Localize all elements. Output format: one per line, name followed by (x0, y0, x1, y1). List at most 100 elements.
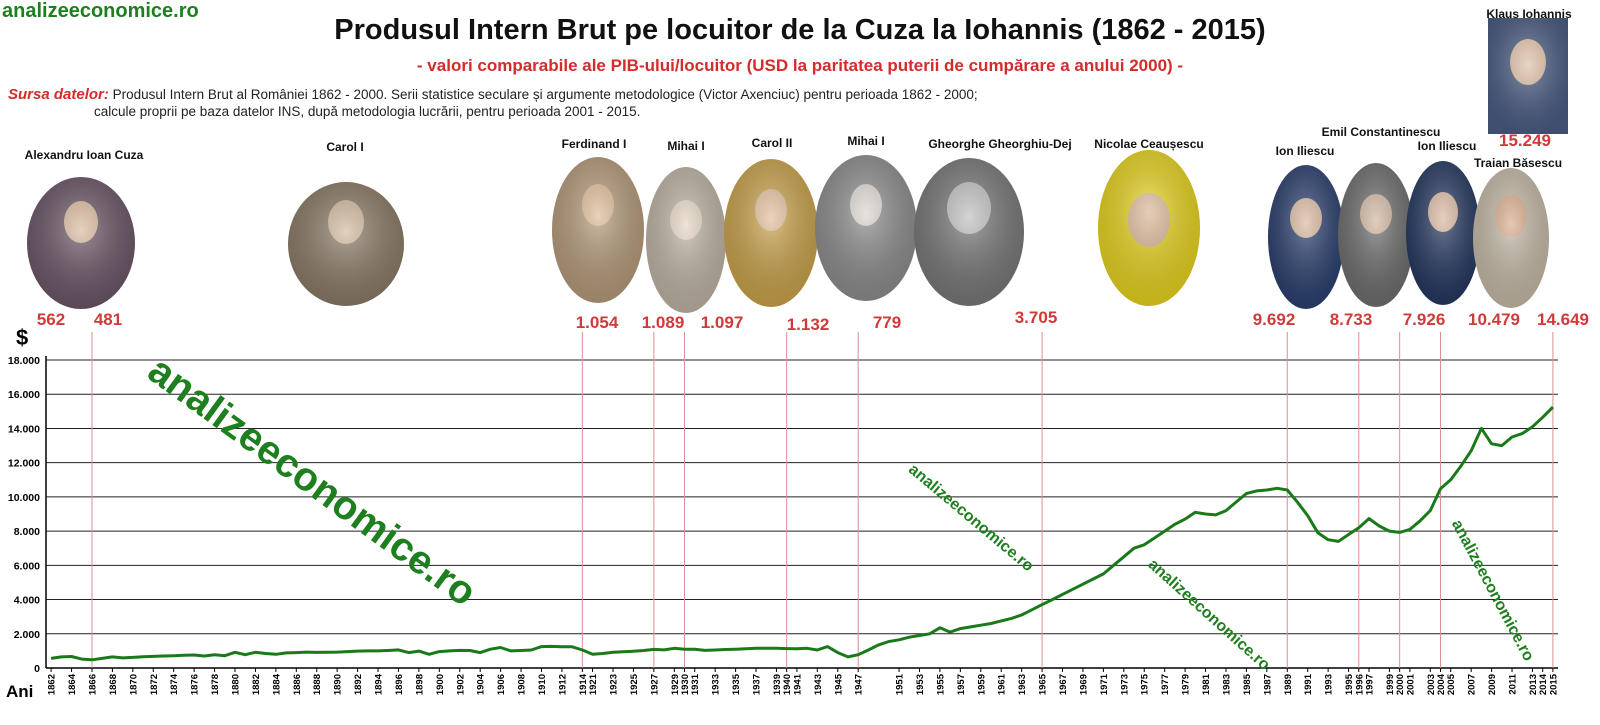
y-axis-ticks: 0 2.000 4.000 6.000 8.000 10.000 12.000 14.000 1… (8, 355, 40, 675)
x-tick-label: 1929 (670, 674, 681, 695)
y-tick-label: 0 (34, 663, 40, 675)
y-tick-label: 16.000 (8, 389, 40, 401)
value-label-1940: 1.132 (786, 315, 830, 334)
value-label-1989: 9.692 (1252, 310, 1296, 329)
x-tick-label: 1971 (1099, 673, 1110, 695)
x-tick-label: 1981 (1201, 673, 1212, 695)
chart-grid (45, 356, 1558, 669)
y-tick-label: 10.000 (8, 492, 40, 504)
x-tick-label: 2009 (1487, 674, 1498, 695)
x-tick-label: 1896 (394, 674, 405, 695)
x-tick-label: 1921 (588, 673, 599, 695)
x-tick-label: 1989 (1283, 674, 1294, 695)
x-tick-label: 1941 (792, 673, 803, 695)
x-tick-label: 1973 (1119, 674, 1130, 695)
site-name: analizeeconomice.ro (2, 0, 199, 22)
x-axis-title: Ani (6, 682, 34, 701)
x-tick-label: 1965 (1038, 673, 1049, 695)
x-tick-label: 1892 (353, 674, 364, 695)
x-tick-label: 1874 (169, 673, 180, 695)
y-tick-label: 14.000 (8, 423, 40, 435)
x-tick-label: 1878 (210, 674, 221, 695)
x-tick-label: 1925 (629, 673, 640, 695)
x-tick-label: 2005 (1446, 673, 1457, 695)
portraits-layer (27, 18, 1568, 313)
x-tick-label: 1888 (312, 674, 323, 695)
portrait-mihai-i-second (815, 155, 917, 301)
x-tick-label: 1906 (496, 674, 507, 695)
x-tick-label: 1910 (537, 674, 548, 695)
x-tick-label: 1876 (190, 674, 201, 695)
x-tick-label: 2011 (1508, 673, 1519, 694)
x-tick-label: 1943 (813, 674, 824, 695)
leader-name-mihai-i-second: Mihai I (847, 134, 885, 148)
x-tick-label: 2001 (1405, 673, 1416, 695)
leader-name-ceausescu: Nicolae Ceaușescu (1094, 137, 1204, 151)
x-tick-label: 1862 (47, 674, 58, 695)
value-label-1914: 1.054 (575, 313, 619, 332)
value-label-2014: 14.649 (1537, 310, 1589, 329)
x-tick-label: 1937 (752, 674, 763, 695)
x-tick-label: 1908 (517, 674, 528, 695)
x-tick-label: 1995 (1344, 673, 1355, 695)
value-label-1927: 1.089 (641, 313, 685, 332)
x-tick-label: 1985 (1242, 673, 1253, 695)
x-tick-label: 1890 (333, 674, 344, 695)
x-tick-label: 1884 (271, 673, 282, 695)
leader-name-constantinescu: Emil Constantinescu (1321, 125, 1441, 139)
portrait-carol-ii (724, 159, 818, 307)
y-tick-label: 2.000 (14, 629, 40, 641)
x-tick-label: 1983 (1221, 674, 1232, 695)
portrait-iliescu-second (1406, 161, 1480, 305)
x-tick-label: 1977 (1160, 674, 1171, 695)
value-label-2004: 10.479 (1468, 310, 1520, 329)
x-tick-label: 1904 (476, 673, 487, 695)
x-tick-label: 1991 (1303, 673, 1314, 695)
y-tick-label: 4.000 (14, 595, 40, 607)
x-tick-label: 1894 (374, 673, 385, 695)
leader-name-cuza: Alexandru Ioan Cuza (24, 148, 144, 162)
x-tick-label: 2015 (1548, 673, 1559, 695)
x-tick-label: 1963 (1017, 674, 1028, 695)
portrait-dej (914, 158, 1024, 306)
value-label-1965: 3.705 (1014, 308, 1058, 327)
x-tick-label: 1951 (895, 673, 906, 695)
value-label-1996: 8.733 (1329, 310, 1373, 329)
x-tick-label: 1999 (1385, 674, 1396, 695)
value-label-2015: 15.249 (1499, 131, 1551, 150)
value-label-1930: 1.097 (700, 313, 744, 332)
value-label-1866: 481 (93, 310, 123, 329)
leader-name-iliescu-second: Ion Iliescu (1417, 139, 1477, 153)
portrait-ferdinand-i (552, 157, 644, 303)
x-tick-label: 2004 (1436, 673, 1447, 695)
portrait-basescu (1473, 168, 1549, 308)
x-tick-label: 1997 (1365, 674, 1376, 695)
x-tick-label: 1979 (1181, 674, 1192, 695)
leader-name-carol-ii: Carol II (751, 136, 793, 150)
source-line-2: calcule proprii pe baza datelor INS, dup… (94, 104, 641, 119)
x-tick-label: 2000 (1395, 674, 1406, 695)
leader-name-iohannis: Klaus Iohannis (1486, 7, 1572, 21)
leader-name-mihai-i-first: Mihai I (667, 139, 705, 153)
x-tick-label: 1955 (935, 673, 946, 695)
x-tick-label: 1953 (915, 674, 926, 695)
x-tick-label: 1996 (1354, 674, 1365, 695)
x-tick-label: 1886 (292, 674, 303, 695)
x-axis-ticks: 1862 1864 1866 1868 1870 1872 1874 1876 1878 1880… (47, 668, 1559, 695)
x-tick-label: 1900 (435, 674, 446, 695)
y-tick-label: 18.000 (8, 355, 40, 367)
x-tick-label: 1930 (680, 674, 691, 695)
source-label: Sursa datelor: (8, 86, 109, 103)
x-tick-label: 1864 (67, 673, 78, 695)
x-tick-label: 1933 (711, 674, 722, 695)
x-tick-label: 1872 (149, 674, 160, 695)
x-tick-label: 1912 (557, 674, 568, 695)
portrait-cuza (27, 177, 135, 309)
page-title: Produsul Intern Brut pe locuitor de la C… (334, 14, 1266, 46)
leader-name-iliescu-first: Ion Iliescu (1275, 144, 1335, 158)
x-tick-label: 1967 (1058, 674, 1069, 695)
x-tick-label: 1914 (578, 673, 589, 695)
portrait-iliescu-first (1268, 165, 1344, 309)
x-tick-label: 1959 (976, 674, 987, 695)
x-tick-label: 1931 (690, 673, 701, 695)
